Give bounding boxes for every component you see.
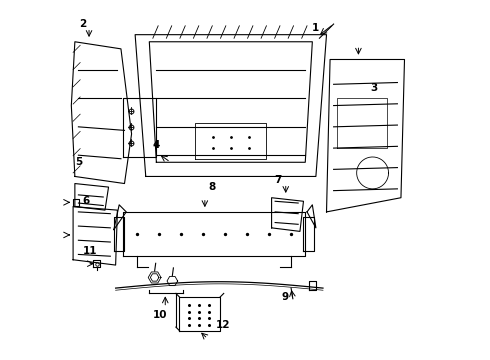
Text: 2: 2 bbox=[79, 19, 86, 29]
Text: 10: 10 bbox=[153, 310, 168, 320]
Text: 7: 7 bbox=[274, 175, 282, 185]
Text: 11: 11 bbox=[83, 246, 98, 256]
Text: 12: 12 bbox=[216, 320, 230, 330]
Text: 6: 6 bbox=[83, 196, 90, 206]
Text: 1: 1 bbox=[311, 23, 318, 33]
Text: 5: 5 bbox=[75, 157, 83, 167]
Text: 4: 4 bbox=[153, 140, 160, 149]
Text: 9: 9 bbox=[282, 292, 289, 302]
Text: 3: 3 bbox=[370, 83, 378, 93]
Text: 8: 8 bbox=[208, 182, 216, 192]
